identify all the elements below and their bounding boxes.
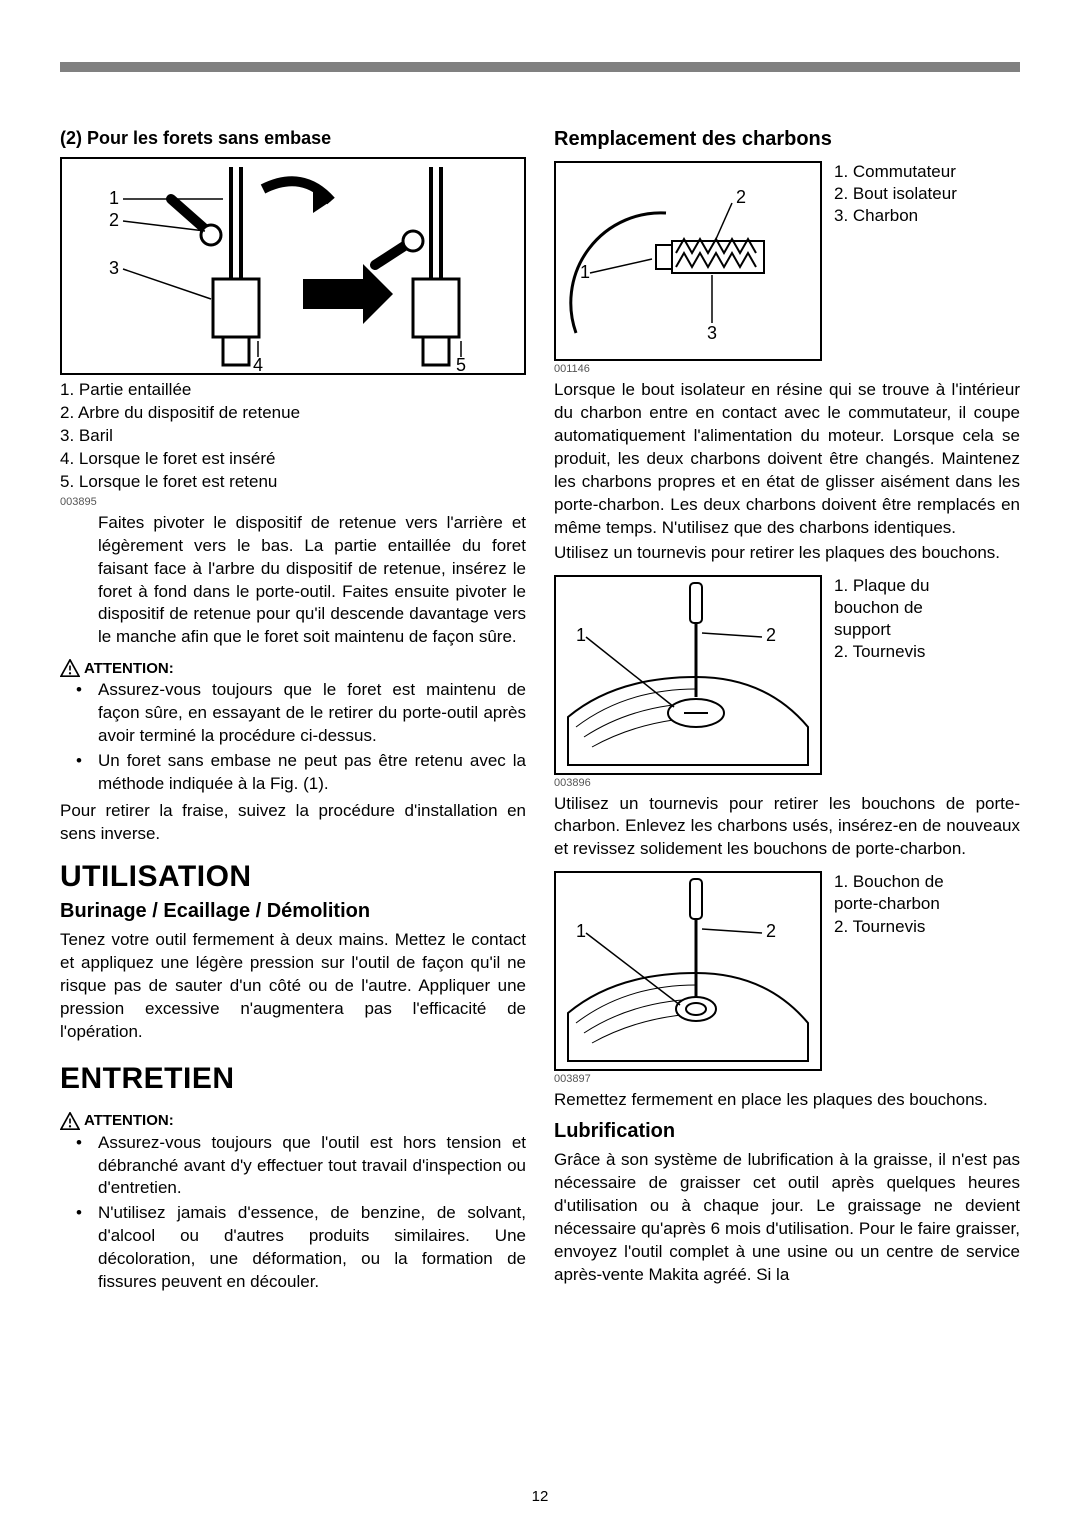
- para-util: Tenez votre outil fermement à deux mains…: [60, 929, 526, 1044]
- fig3-row: 1 2 003896 1. Plaque du bouchon de suppo…: [554, 575, 1020, 793]
- right-para4: Remettez fermement en place les plaques …: [554, 1089, 1020, 1112]
- figure-1: 1 2 3 4 5: [60, 157, 526, 375]
- fig2-row: 1 2 3 001146 1. Commutateur 2. Bout isol…: [554, 161, 1020, 379]
- fig1-legend-1: 1. Partie entaillée: [60, 379, 526, 402]
- fig1-legend-4: 4. Lorsque le foret est inséré: [60, 448, 526, 471]
- section-utilisation: UTILISATION: [60, 860, 526, 894]
- svg-text:1: 1: [580, 262, 590, 282]
- attention1-list: Assurez-vous toujours que le foret est m…: [60, 679, 526, 798]
- fig4-row: 1 2 003897 1. Bouchon de porte-charbon 2…: [554, 871, 1020, 1089]
- svg-text:2: 2: [736, 187, 746, 207]
- fig3-legend-1c: support: [834, 619, 1020, 641]
- fig1-legend-2: 2. Arbre du dispositif de retenue: [60, 402, 526, 425]
- attention1-label: ATTENTION:: [84, 660, 174, 677]
- fig1-legend-3: 3. Baril: [60, 425, 526, 448]
- svg-text:3: 3: [707, 323, 717, 343]
- fig4-legend: 1. Bouchon de porte-charbon 2. Tournevis: [834, 871, 1020, 937]
- fig2-legend-1: 1. Commutateur: [834, 161, 1020, 183]
- para-lub: Grâce à son système de lubrification à l…: [554, 1149, 1020, 1287]
- fig4-code: 003897: [554, 1073, 822, 1085]
- left-column: (2) Pour les forets sans embase: [60, 128, 526, 1296]
- section-entretien: ENTRETIEN: [60, 1062, 526, 1096]
- fig3-code: 003896: [554, 777, 822, 789]
- svg-text:2: 2: [766, 921, 776, 941]
- sub-remplacement: Remplacement des charbons: [554, 128, 1020, 151]
- fig1-n5: 5: [456, 355, 466, 373]
- right-para2: Utilisez un tournevis pour retirer les p…: [554, 542, 1020, 565]
- header-bar: [60, 62, 1020, 72]
- fig1-n3: 3: [109, 258, 119, 278]
- fig2-legend: 1. Commutateur 2. Bout isolateur 3. Char…: [834, 161, 1020, 227]
- fig2-code: 001146: [554, 363, 822, 375]
- fig3-legend-1b: bouchon de: [834, 597, 1020, 619]
- attention1-item1: Assurez-vous toujours que le foret est m…: [98, 679, 526, 748]
- attention-1: ATTENTION:: [60, 659, 526, 677]
- fig1-legend: 1. Partie entaillée 2. Arbre du disposit…: [60, 379, 526, 494]
- right-para3: Utilisez un tournevis pour retirer les b…: [554, 793, 1020, 862]
- fig1-n1: 1: [109, 188, 119, 208]
- attention2-item1: Assurez-vous toujours que l'outil est ho…: [98, 1132, 526, 1201]
- fig4-legend-1b: porte-charbon: [834, 893, 1020, 915]
- page-number: 12: [0, 1488, 1080, 1505]
- svg-text:1: 1: [576, 921, 586, 941]
- fig1-code: 003895: [60, 496, 526, 508]
- fig2-legend-3: 3. Charbon: [834, 205, 1020, 227]
- warning-icon: [60, 1112, 80, 1130]
- fig1-n2: 2: [109, 210, 119, 230]
- right-column: Remplacement des charbons 1: [554, 128, 1020, 1296]
- sub-burinage: Burinage / Ecaillage / Démolition: [60, 900, 526, 923]
- fig3-legend-1: 1. Plaque du: [834, 575, 1020, 597]
- attention-2: ATTENTION:: [60, 1112, 526, 1130]
- fig3-legend: 1. Plaque du bouchon de support 2. Tourn…: [834, 575, 1020, 663]
- attention2-list: Assurez-vous toujours que l'outil est ho…: [60, 1132, 526, 1297]
- attention2-item2: N'utilisez jamais d'essence, de benzine,…: [98, 1202, 526, 1294]
- fig1-title: (2) Pour les forets sans embase: [60, 128, 526, 149]
- attention1-item2: Un foret sans embase ne peut pas être re…: [98, 750, 526, 796]
- fig2-legend-2: 2. Bout isolateur: [834, 183, 1020, 205]
- svg-text:1: 1: [576, 625, 586, 645]
- fig4-legend-1: 1. Bouchon de: [834, 871, 1020, 893]
- fig3-legend-2: 2. Tournevis: [834, 641, 1020, 663]
- left-para2: Pour retirer la fraise, suivez la procéd…: [60, 800, 526, 846]
- fig1-legend-5: 5. Lorsque le foret est retenu: [60, 471, 526, 494]
- figure-2: 1 2 3: [554, 161, 822, 361]
- page-content: (2) Pour les forets sans embase: [60, 128, 1020, 1296]
- sub-lubrification: Lubrification: [554, 1120, 1020, 1143]
- right-para1: Lorsque le bout isolateur en résine qui …: [554, 379, 1020, 540]
- fig4-legend-2: 2. Tournevis: [834, 916, 1020, 938]
- svg-text:2: 2: [766, 625, 776, 645]
- figure-4: 1 2: [554, 871, 822, 1071]
- fig1-n4: 4: [253, 355, 263, 373]
- left-para1: Faites pivoter le dispositif de retenue …: [60, 512, 526, 650]
- warning-icon: [60, 659, 80, 677]
- figure-3: 1 2: [554, 575, 822, 775]
- attention2-label: ATTENTION:: [84, 1112, 174, 1129]
